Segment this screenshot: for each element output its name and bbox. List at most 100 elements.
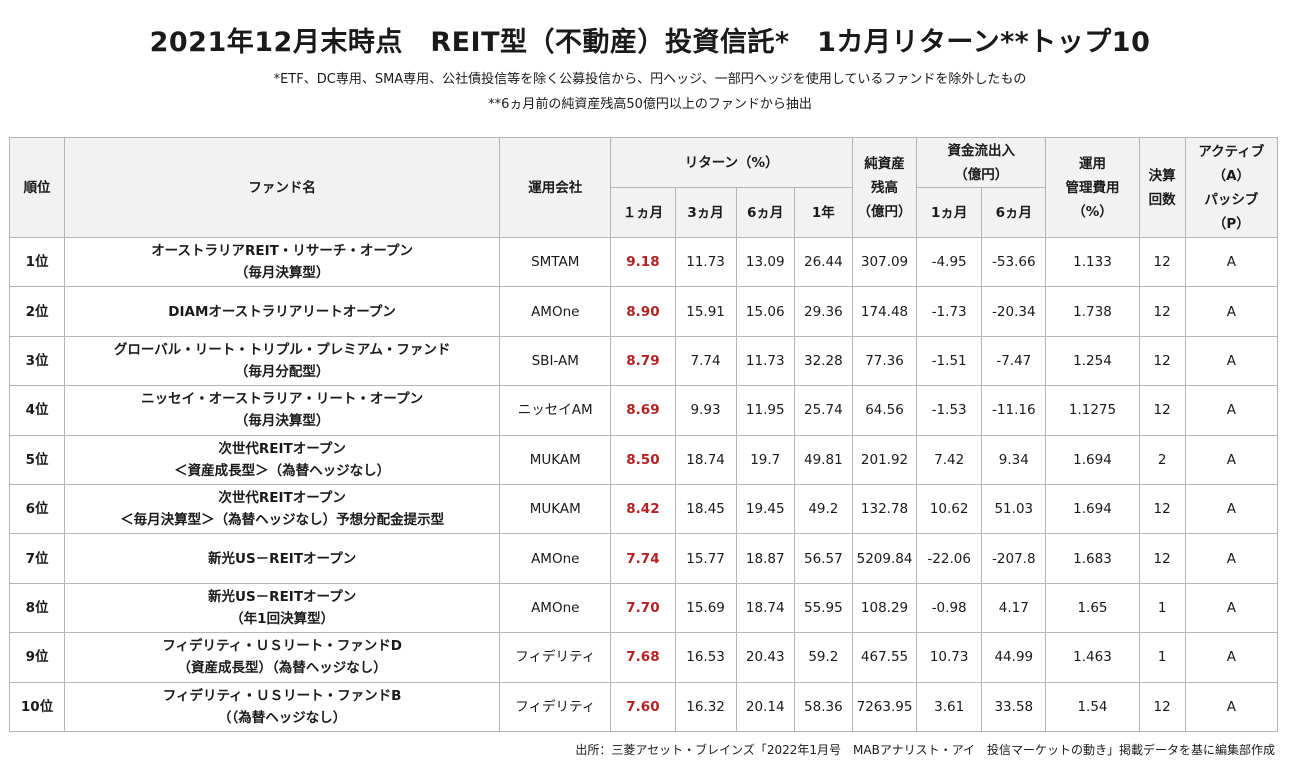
flow-6m-cell: -207.8	[981, 533, 1047, 584]
fund-name-cell: オーストラリアREIT・リサーチ・オープン （毎月決算型）	[64, 236, 501, 288]
fund-name-line-2: （（為替ヘッジなし）	[218, 709, 347, 726]
table-row: 1位 オーストラリアREIT・リサーチ・オープン （毎月決算型） SMTAM 9.18 1…	[8, 236, 1279, 288]
active-passive-cell: A	[1184, 681, 1279, 732]
fund-name-line-2: （毎月決算型）	[234, 265, 330, 282]
fund-name-line-1: 新光US－REITオープン	[208, 588, 357, 605]
return-6m-cell: 19.7	[735, 434, 795, 485]
rank-cell: 10位	[8, 681, 66, 732]
return-1m-cell: 7.70	[610, 582, 676, 634]
company-cell: SMTAM	[499, 236, 612, 288]
header-flow: 資金流出入 （億円）	[916, 137, 1047, 188]
return-3m-cell: 15.91	[674, 286, 737, 337]
flow-1m-cell: 10.62	[916, 483, 983, 535]
fee-cell: 1.683	[1045, 533, 1140, 584]
fund-name-cell: DIAMオーストラリアリートオープン	[64, 286, 501, 337]
header-return-1y: 1年	[793, 187, 853, 238]
rank-cell: 9位	[8, 632, 66, 683]
fund-name-cell: グローバル・リート・トリプル・プレミアム・ファンド （毎月分配型）	[64, 335, 501, 387]
flow-1m-cell: -4.95	[916, 236, 983, 288]
fee-cell: 1.694	[1045, 483, 1140, 535]
header-type: アクティブ （A） パッシブ （P）	[1184, 137, 1279, 238]
settle-count-cell: 12	[1138, 236, 1186, 288]
fund-name-line-2: ＜資産成長型＞（為替ヘッジなし）	[174, 462, 391, 479]
header-return-1m: １ヵ月	[610, 187, 676, 238]
fund-name-cell: 次世代REITオープン ＜資産成長型＞（為替ヘッジなし）	[64, 434, 501, 485]
flow-6m-cell: -11.16	[981, 385, 1047, 436]
source-note: 出所：三菱アセット・ブレインズ「2022年1月号 MABアナリスト・アイ 投信マ…	[575, 743, 1275, 757]
header-return-3m: 3ヵ月	[674, 187, 737, 238]
flow-1m-cell: -1.73	[916, 286, 983, 337]
fund-name-line-2: （資産成長型）（為替ヘッジなし）	[177, 660, 387, 677]
footnote-2: **6ヵ月前の純資産残高50億円以上のファンドから抽出	[488, 97, 812, 112]
fund-name-cell: 新光US－REITオープン （年1回決算型）	[64, 582, 501, 634]
page-title: 2021年12月末時点 REIT型（不動産）投資信託* 1カ月リターン**トップ…	[149, 27, 1151, 58]
return-1y-cell: 29.36	[793, 286, 853, 337]
flow-1m-cell: 10.73	[916, 632, 983, 683]
return-1m-cell: 8.69	[610, 385, 676, 436]
nav-cell: 132.78	[851, 483, 918, 535]
fund-name-cell: ニッセイ・オーストラリア・リート・オープン （毎月決算型）	[64, 385, 501, 436]
flow-1m-cell: 7.42	[916, 434, 983, 485]
fee-cell: 1.463	[1045, 632, 1140, 683]
fee-cell: 1.65	[1045, 582, 1140, 634]
fund-name-line-1: DIAMオーストラリアリートオープン	[168, 303, 396, 320]
flow-6m-cell: 4.17	[981, 582, 1047, 634]
settle-count-cell: 1	[1138, 632, 1186, 683]
nav-cell: 201.92	[851, 434, 918, 485]
flow-6m-cell: -53.66	[981, 236, 1047, 288]
header-fee: 運用 管理費用 （%）	[1045, 137, 1140, 238]
company-cell: AMOne	[499, 533, 612, 584]
flow-1m-cell: -22.06	[916, 533, 983, 584]
flow-6m-cell: 44.99	[981, 632, 1047, 683]
fee-cell: 1.54	[1045, 681, 1140, 732]
nav-cell: 77.36	[851, 335, 918, 387]
return-1m-cell: 7.68	[610, 632, 676, 683]
fund-name-line-1: フィデリティ・ＵＳリート・ファンドB	[162, 687, 402, 704]
flow-6m-cell: -20.34	[981, 286, 1047, 337]
settle-count-cell: 1	[1138, 582, 1186, 634]
fund-name-line-2: （毎月分配型）	[234, 363, 330, 380]
return-3m-cell: 18.45	[674, 483, 737, 535]
ranking-table: 順位 ファンド名 運用会社 リターン（%） 純資産 残高 （億円） 資金流出入 …	[8, 137, 1279, 732]
active-passive-cell: A	[1184, 582, 1279, 634]
return-1m-cell: 8.79	[610, 335, 676, 387]
return-3m-cell: 7.74	[674, 335, 737, 387]
table-row: 8位 新光US－REITオープン （年1回決算型） AMOne 7.70 15.69 18.…	[8, 582, 1279, 634]
return-1m-cell: 9.18	[610, 236, 676, 288]
fee-cell: 1.738	[1045, 286, 1140, 337]
return-1m-cell: 7.60	[610, 681, 676, 732]
return-6m-cell: 18.74	[735, 582, 795, 634]
table-row: 5位 次世代REITオープン ＜資産成長型＞（為替ヘッジなし） MUKAM 8.50 18…	[8, 434, 1279, 485]
company-cell: AMOne	[499, 582, 612, 634]
settle-count-cell: 12	[1138, 335, 1186, 387]
table-row: 10位 フィデリティ・ＵＳリート・ファンドB （（為替ヘッジなし） フィデリティ 7.6…	[8, 681, 1279, 732]
active-passive-cell: A	[1184, 236, 1279, 288]
return-1m-cell: 8.90	[610, 286, 676, 337]
rank-cell: 2位	[8, 286, 66, 337]
fee-cell: 1.254	[1045, 335, 1140, 387]
rank-cell: 3位	[8, 335, 66, 387]
flow-6m-cell: -7.47	[981, 335, 1047, 387]
header-company: 運用会社	[499, 137, 612, 238]
company-cell: MUKAM	[499, 434, 612, 485]
return-3m-cell: 11.73	[674, 236, 737, 288]
return-1y-cell: 25.74	[793, 385, 853, 436]
company-cell: SBI-AM	[499, 335, 612, 387]
return-1y-cell: 59.2	[793, 632, 853, 683]
flow-1m-cell: -0.98	[916, 582, 983, 634]
flow-6m-cell: 9.34	[981, 434, 1047, 485]
return-6m-cell: 20.14	[735, 681, 795, 732]
return-1y-cell: 58.36	[793, 681, 853, 732]
rank-cell: 8位	[8, 582, 66, 634]
nav-cell: 174.48	[851, 286, 918, 337]
fee-cell: 1.1275	[1045, 385, 1140, 436]
rank-cell: 5位	[8, 434, 66, 485]
flow-6m-cell: 33.58	[981, 681, 1047, 732]
return-6m-cell: 11.95	[735, 385, 795, 436]
nav-cell: 307.09	[851, 236, 918, 288]
fund-name-line-1: オーストラリアREIT・リサーチ・オープン	[151, 243, 414, 260]
fee-cell: 1.133	[1045, 236, 1140, 288]
nav-cell: 108.29	[851, 582, 918, 634]
return-3m-cell: 15.69	[674, 582, 737, 634]
table-row: 2位 DIAMオーストラリアリートオープン AMOne 8.90 15.91 15.06 2…	[8, 286, 1279, 337]
